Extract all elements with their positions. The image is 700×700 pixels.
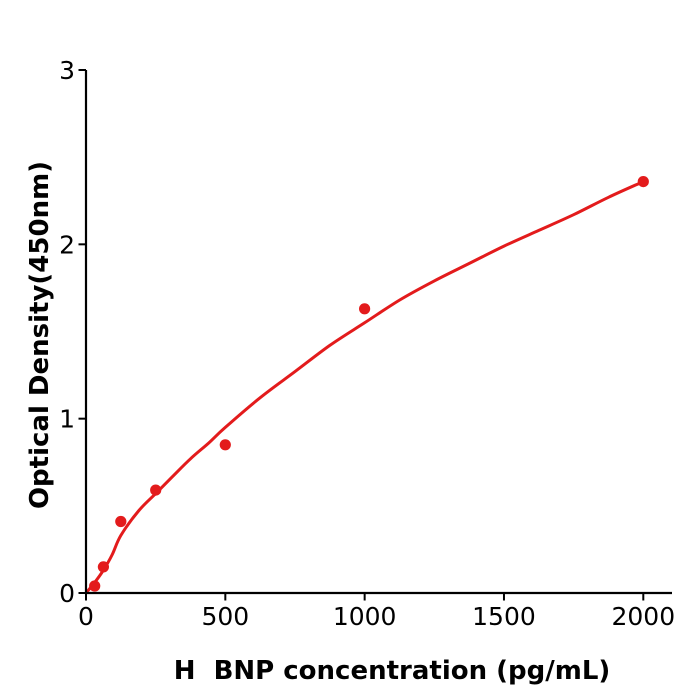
data-point-marker bbox=[89, 580, 101, 592]
y-tick-label: 3 bbox=[59, 56, 75, 85]
fit-curve-line bbox=[84, 180, 645, 595]
y-tick-label: 0 bbox=[59, 579, 75, 608]
y-tick-label: 2 bbox=[59, 230, 75, 259]
data-point-marker bbox=[97, 561, 109, 573]
data-point-marker bbox=[150, 484, 162, 496]
x-tick-label: 1000 bbox=[333, 602, 397, 631]
data-point-marker bbox=[359, 303, 371, 315]
x-tick-label: 1500 bbox=[472, 602, 536, 631]
data-point-marker bbox=[219, 439, 231, 451]
x-tick-label: 2000 bbox=[611, 602, 675, 631]
x-axis-title: H BNP concentration (pg/mL) bbox=[173, 656, 611, 686]
y-axis-title: Optical Density(450nm) bbox=[25, 160, 55, 510]
y-tick-label: 1 bbox=[59, 405, 75, 434]
data-point-marker bbox=[637, 176, 649, 188]
x-tick-label: 500 bbox=[201, 602, 249, 631]
data-point-marker bbox=[115, 515, 127, 528]
x-tick-label: 0 bbox=[78, 602, 94, 631]
